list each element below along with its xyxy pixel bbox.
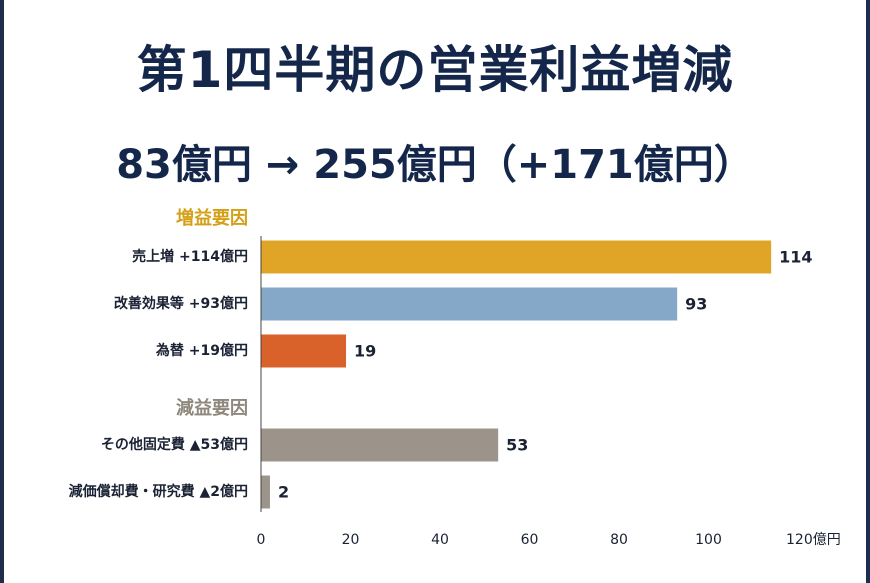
page-subtitle: 83億円 → 255億円（+171億円） [116,142,754,188]
x-tick-label: 20 [342,532,360,548]
x-tick-label: 0 [257,532,266,548]
bar [261,334,347,368]
value-label: 19 [354,342,376,361]
group-label-1: 増益要因 [176,207,248,229]
x-tick-label: 120億円 [786,532,841,548]
page-title: 第1四半期の営業利益増減 [136,41,734,99]
x-tick-label: 80 [610,532,628,548]
bar [261,287,678,321]
bar [261,428,499,462]
category-label: 減価償却費・研究費 ▲2億円 [69,483,248,500]
category-label: 為替 +19億円 [155,342,248,359]
category-label: 売上増 +114億円 [132,248,248,265]
bar [261,240,772,274]
x-tick-label: 100 [695,532,722,548]
category-label: 改善効果等 +93億円 [114,295,248,312]
x-tick-label: 60 [521,532,539,548]
group-label-2: 減益要因 [176,397,248,419]
value-label: 53 [506,436,528,455]
bar [261,475,270,509]
value-label: 2 [278,483,289,502]
value-label: 114 [779,248,812,267]
right-edge-bar [866,0,870,583]
left-edge-bar [0,0,4,583]
category-label: その他固定費 ▲53億円 [101,436,248,453]
value-label: 93 [685,295,707,314]
x-tick-label: 40 [431,532,449,548]
